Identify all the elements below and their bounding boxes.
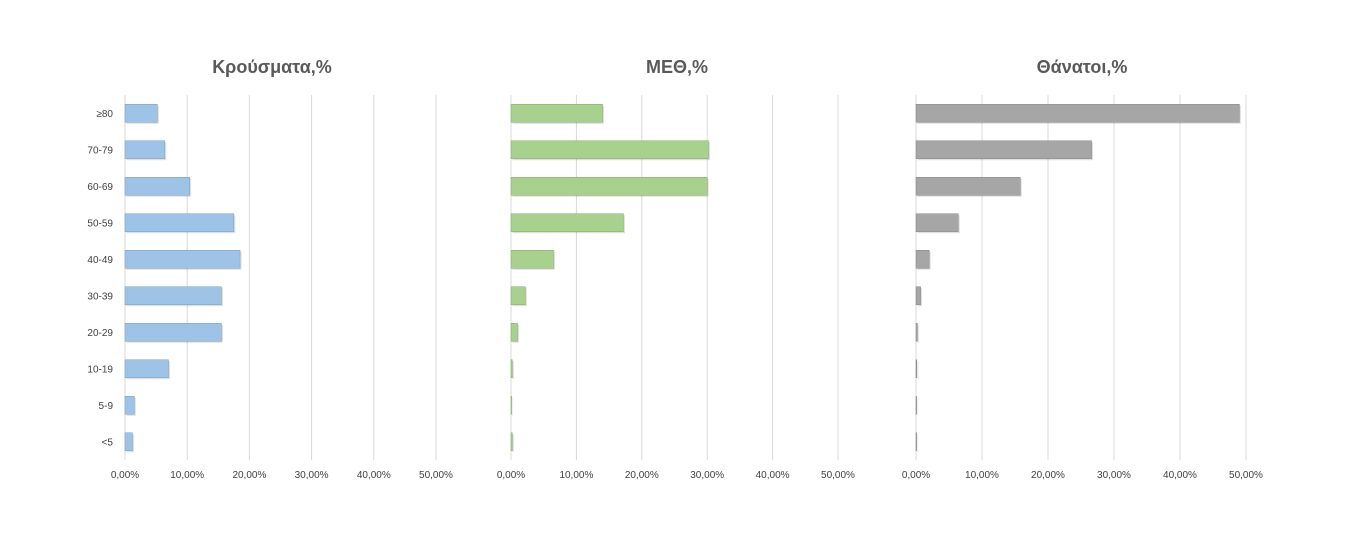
cases-tick-label: 0,00% [111,470,139,481]
icu-bar [510,286,526,305]
age-group-label: 70-79 [87,145,113,156]
cases-chart: Κρούσματα,% ≥80 70-79 60-69 50-59 40-49 30-39 2… [87,57,453,481]
deaths-bar [915,213,959,232]
deaths-bar [915,323,918,342]
cases-bar [124,396,135,415]
deaths-bar-shadow [917,324,919,343]
cases-tick-label: 10,00% [170,470,204,481]
icu-bar [510,177,708,196]
icu-bar-shadow [512,397,514,416]
cases-tick-label: 30,00% [295,470,329,481]
deaths-bar [915,177,1021,196]
icu-bar [510,140,709,159]
deaths-tick-label: 30,00% [1097,470,1131,481]
deaths-bar [915,140,1092,159]
age-group-label: 50-59 [87,218,113,229]
icu-tick-label: 0,00% [497,470,525,481]
age-group-label: 40-49 [87,255,113,266]
icu-tick-label: 30,00% [690,470,724,481]
deaths-tick-label: 0,00% [902,470,930,481]
icu-bar [510,250,554,269]
cases-bar [124,286,222,305]
cases-chart-title: Κρούσματα,% [212,57,332,77]
icu-bar [510,396,512,415]
deaths-chart-title: Θάνατοι,% [1037,57,1128,77]
cases-bar [124,177,190,196]
deaths-bar [915,432,917,451]
deaths-bar-shadow [917,434,919,453]
cases-bar [124,323,222,342]
deaths-bar [915,104,1240,123]
icu-bar-shadow [512,434,514,453]
deaths-tick-label: 50,00% [1229,470,1263,481]
icu-bar [510,323,518,342]
icu-bar-shadow [512,361,514,380]
cases-bar [124,250,241,269]
deaths-bar [915,250,930,269]
cases-bar [124,359,169,378]
deaths-bar [915,396,917,415]
cases-tick-label: 40,00% [357,470,391,481]
deaths-tick-label: 40,00% [1163,470,1197,481]
age-group-label: ≥80 [96,109,113,120]
icu-bar [510,359,513,378]
deaths-bar [915,286,921,305]
cases-bar [124,213,235,232]
age-group-label: 20-29 [87,328,113,339]
deaths-tick-label: 10,00% [965,470,999,481]
cases-tick-label: 20,00% [232,470,266,481]
icu-tick-label: 50,00% [821,470,855,481]
age-group-label: 10-19 [87,364,113,375]
deaths-bar-shadow [917,397,919,416]
icu-bar [510,432,513,451]
icu-chart-title: ΜΕΘ,% [646,57,708,77]
cases-tick-label: 50,00% [419,470,453,481]
age-group-label: 60-69 [87,182,113,193]
age-group-label: 5-9 [99,401,114,412]
age-group-label: 30-39 [87,291,113,302]
cases-bar [124,432,133,451]
icu-bar [510,104,603,123]
age-group-label: <5 [102,437,114,448]
deaths-tick-label: 20,00% [1031,470,1065,481]
deaths-bar-shadow [917,361,919,380]
icu-tick-label: 10,00% [559,470,593,481]
cases-bar [124,140,166,159]
icu-tick-label: 20,00% [625,470,659,481]
deaths-bar [915,359,918,378]
cases-bar [124,104,158,123]
icu-bar [510,213,624,232]
icu-tick-label: 40,00% [756,470,790,481]
deaths-chart: Θάνατοι,% 0,00% 10,00% 20,00% 30,00% 40,00% 50… [902,57,1263,481]
icu-chart: ΜΕΘ,% 0,00% 10,00% 20,00% 30,00% 40,00% 50,00% [497,57,855,481]
